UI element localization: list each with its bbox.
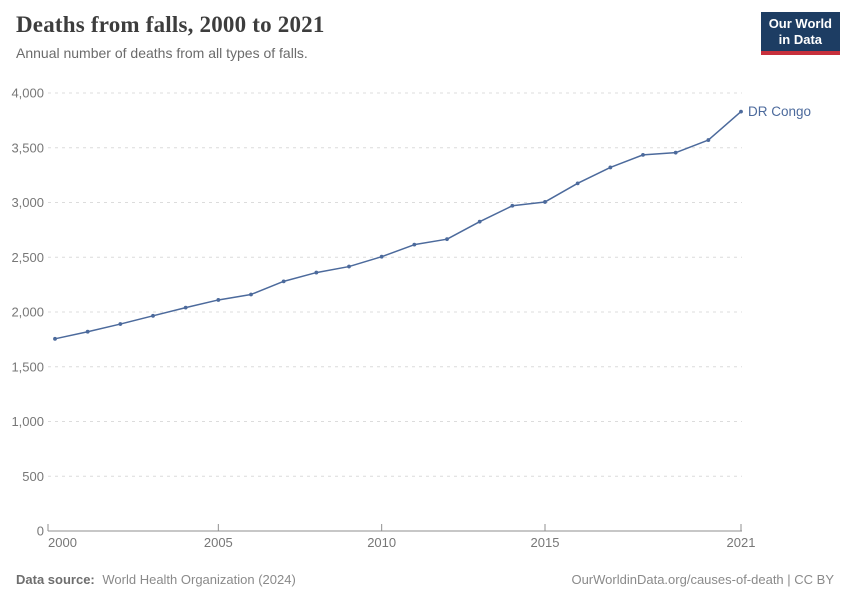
data-source: Data source: World Health Organization (…	[16, 572, 296, 587]
data-point[interactable]	[739, 109, 743, 114]
x-tick-label: 2015	[531, 535, 560, 550]
chart-title: Deaths from falls, 2000 to 2021	[16, 12, 325, 37]
data-point[interactable]	[673, 150, 678, 155]
y-tick-label: 1,000	[11, 414, 44, 429]
data-point[interactable]	[608, 165, 613, 170]
y-tick-label: 0	[37, 524, 44, 539]
logo-line1: Our World	[768, 16, 832, 31]
data-point[interactable]	[379, 254, 384, 259]
data-point[interactable]	[314, 270, 319, 275]
title-block: Deaths from falls, 2000 to 2021 Annual n…	[16, 12, 325, 61]
x-tick-label: 2021	[727, 535, 756, 550]
y-tick-label: 1,500	[11, 359, 44, 374]
data-point[interactable]	[412, 242, 417, 247]
credit-link[interactable]: OurWorldinData.org/causes-of-death | CC …	[571, 572, 834, 587]
chart-footer: Data source: World Health Organization (…	[16, 572, 834, 587]
data-point[interactable]	[151, 313, 155, 318]
owid-logo[interactable]: Our World in Data	[760, 12, 840, 55]
data-point[interactable]	[510, 203, 515, 208]
data-point[interactable]	[445, 237, 449, 242]
data-point[interactable]	[543, 200, 547, 204]
data-point[interactable]	[641, 152, 645, 157]
x-tick-label: 2000	[48, 535, 77, 550]
data-point[interactable]	[575, 181, 580, 186]
data-point[interactable]	[347, 264, 351, 269]
logo-line2: in Data	[778, 32, 823, 47]
data-point[interactable]	[249, 292, 253, 297]
chart-header: Deaths from falls, 2000 to 2021 Annual n…	[0, 0, 850, 61]
series-line[interactable]	[54, 110, 742, 340]
x-tick-label: 2005	[204, 535, 233, 550]
data-source-value: World Health Organization (2024)	[102, 572, 296, 587]
y-tick-label: 500	[22, 469, 44, 484]
y-tick-label: 2,500	[11, 250, 44, 265]
x-tick-label: 2010	[367, 535, 396, 550]
data-source-label: Data source:	[16, 572, 95, 587]
y-tick-label: 4,000	[11, 86, 44, 101]
data-point[interactable]	[216, 298, 221, 302]
series-end-label[interactable]: DR Congo	[748, 104, 811, 119]
y-tick-label: 3,000	[11, 195, 44, 210]
y-tick-label: 3,500	[11, 140, 44, 155]
y-tick-label: 2,000	[11, 305, 44, 320]
data-point[interactable]	[477, 219, 482, 224]
data-point[interactable]	[706, 138, 711, 142]
line-chart[interactable]: 0 500 1,000 1,500 2,000 2,500 3,000 3,500 4,000 2…	[0, 80, 850, 556]
data-point[interactable]	[53, 336, 57, 341]
data-point[interactable]	[281, 279, 286, 284]
chart-subtitle: Annual number of deaths from all types o…	[16, 45, 308, 61]
data-point[interactable]	[85, 329, 90, 334]
data-point[interactable]	[118, 322, 123, 326]
data-point[interactable]	[183, 305, 188, 310]
